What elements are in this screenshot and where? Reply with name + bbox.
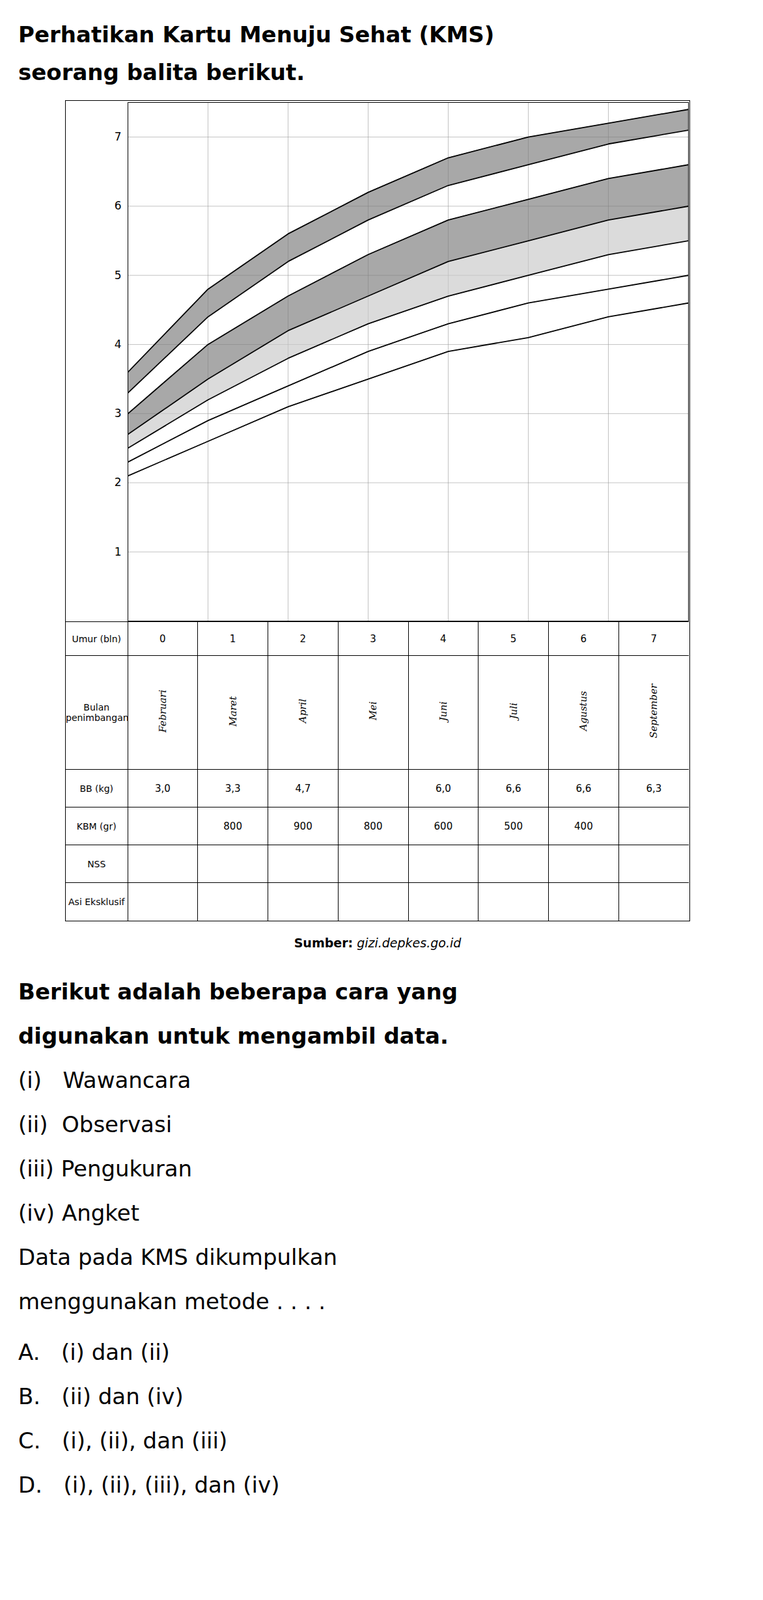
html-text:KBM (gr): KBM (gr) xyxy=(76,821,117,832)
html-text:April: April xyxy=(297,699,309,724)
html-text:Berikut adalah beberapa cara y: Berikut adalah beberapa cara yang xyxy=(18,978,458,1005)
html-text:800: 800 xyxy=(363,820,383,833)
html-text:Agustus: Agustus xyxy=(577,691,590,732)
html-text:6,6: 6,6 xyxy=(575,782,592,795)
html-text:2: 2 xyxy=(299,633,307,645)
html-text:(ii) Observasi: (ii) Observasi xyxy=(18,1111,172,1138)
html-text:digunakan untuk mengambil data: digunakan untuk mengambil data. xyxy=(18,1023,449,1050)
html-text:BB (kg): BB (kg) xyxy=(79,783,114,794)
html-text:0: 0 xyxy=(159,633,166,645)
html-text:Asi Eksklusif: Asi Eksklusif xyxy=(68,896,125,908)
html-text:4,7: 4,7 xyxy=(295,782,311,795)
html-text:800: 800 xyxy=(223,820,243,833)
html-text:3: 3 xyxy=(369,633,377,645)
html-text:Perhatikan Kartu Menuju Sehat: Perhatikan Kartu Menuju Sehat (KMS) seor… xyxy=(18,21,495,86)
svg-text:4: 4 xyxy=(114,337,122,351)
html-text:B. (ii) dan (iv): B. (ii) dan (iv) xyxy=(18,1383,184,1410)
html-text:5: 5 xyxy=(510,633,517,645)
svg-text:1: 1 xyxy=(114,545,122,559)
html-text:Umur (bln): Umur (bln) xyxy=(71,633,122,645)
html-text:4: 4 xyxy=(440,633,447,645)
html-text:6: 6 xyxy=(580,633,587,645)
html-text:Maret: Maret xyxy=(226,696,239,727)
html-text:C. (i), (ii), dan (iii): C. (i), (ii), dan (iii) xyxy=(18,1428,228,1455)
html-text:6,0: 6,0 xyxy=(435,782,452,795)
html-text:Juli: Juli xyxy=(507,703,520,720)
html-text:(iv) Angket: (iv) Angket xyxy=(18,1200,140,1227)
html-text:600: 600 xyxy=(433,820,453,833)
html-text:menggunakan metode . . . .: menggunakan metode . . . . xyxy=(18,1288,326,1315)
html-text:D. (i), (ii), (iii), dan (iv): D. (i), (ii), (iii), dan (iv) xyxy=(18,1472,280,1499)
html-text:Sumber: gizi.depkes.go.id: Sumber: gizi.depkes.go.id xyxy=(294,935,462,951)
html-text:6,6: 6,6 xyxy=(505,782,522,795)
svg-text:3: 3 xyxy=(114,406,122,420)
html-text:7: 7 xyxy=(650,633,657,645)
html-text:900: 900 xyxy=(293,820,313,833)
html-text:6,3: 6,3 xyxy=(646,782,662,795)
html-text:(i) Wawancara: (i) Wawancara xyxy=(18,1067,191,1094)
html-text:Juni: Juni xyxy=(437,701,450,722)
html-text:3,0: 3,0 xyxy=(154,782,171,795)
svg-text:5: 5 xyxy=(114,268,122,282)
html-text:September: September xyxy=(648,684,660,739)
html-text:1: 1 xyxy=(229,633,236,645)
html-text:Mei: Mei xyxy=(367,702,379,722)
svg-text:6: 6 xyxy=(114,199,122,213)
html-text:Februari: Februari xyxy=(156,690,169,733)
html-text:400: 400 xyxy=(574,820,593,833)
svg-text:7: 7 xyxy=(114,130,122,144)
html-text:(iii) Pengukuran: (iii) Pengukuran xyxy=(18,1155,193,1182)
html-text:3,3: 3,3 xyxy=(225,782,241,795)
html-text:A. (i) dan (ii): A. (i) dan (ii) xyxy=(18,1339,170,1366)
html-text:500: 500 xyxy=(504,820,523,833)
svg-text:2: 2 xyxy=(114,475,122,489)
html-text:NSS: NSS xyxy=(87,859,106,870)
html-text:Data pada KMS dikumpulkan: Data pada KMS dikumpulkan xyxy=(18,1244,338,1271)
